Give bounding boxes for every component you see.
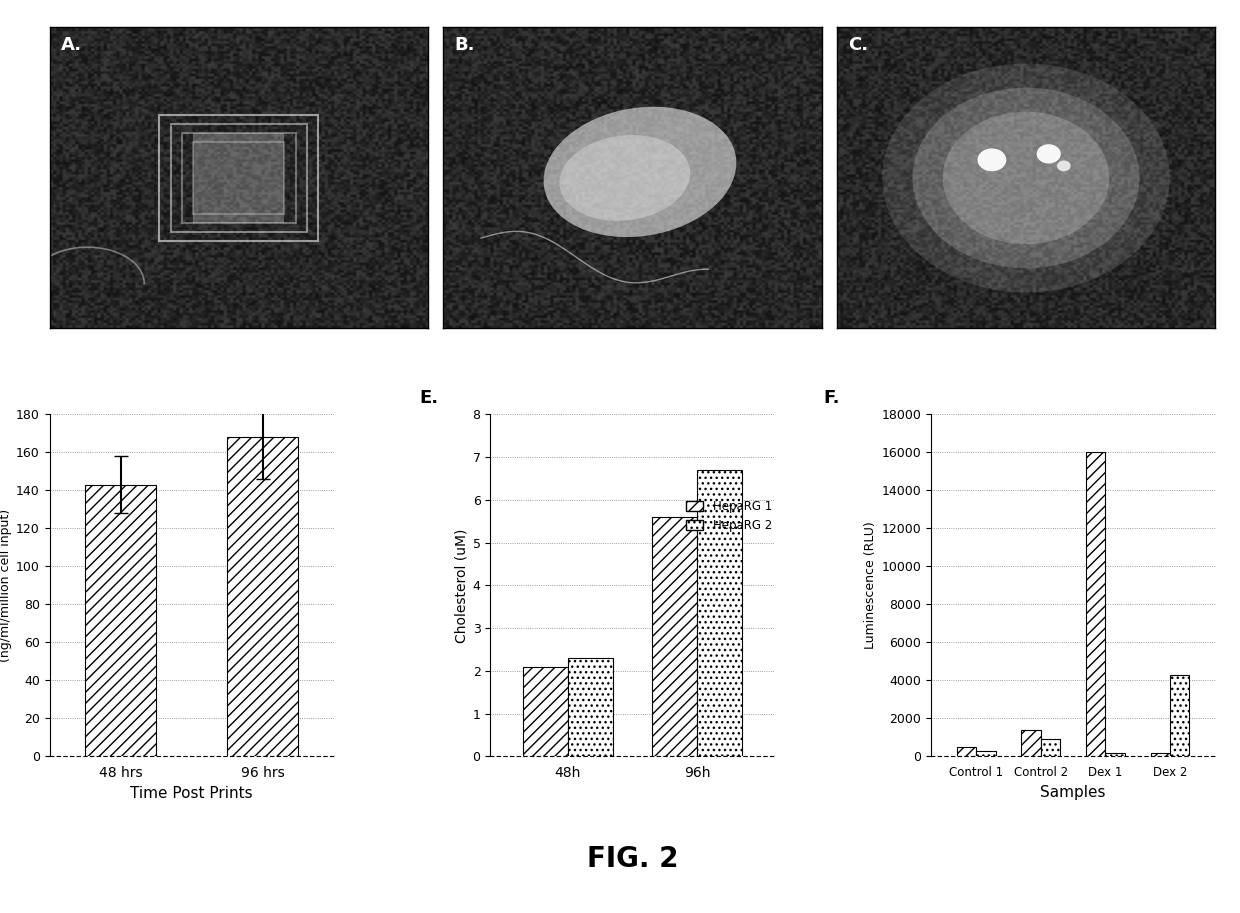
Ellipse shape — [559, 135, 691, 221]
Bar — [171, 124, 308, 232]
Bar — [160, 115, 319, 241]
Bar — [652, 517, 697, 757]
Bar — [193, 132, 284, 223]
Legend: HepaRG 1, HepaRG 2: HepaRG 1, HepaRG 2 — [681, 496, 776, 537]
Text: B.: B. — [455, 37, 475, 55]
Circle shape — [1037, 144, 1060, 163]
Bar — [976, 750, 996, 757]
Text: E.: E. — [419, 390, 438, 407]
Text: FIG. 2: FIG. 2 — [587, 845, 678, 874]
Text: F.: F. — [823, 390, 839, 407]
Circle shape — [977, 149, 1007, 172]
Bar — [1171, 675, 1189, 757]
Bar — [522, 666, 568, 757]
Bar — [697, 470, 743, 757]
Bar — [227, 437, 299, 757]
Text: A.: A. — [61, 37, 82, 55]
Bar — [957, 747, 976, 757]
Circle shape — [882, 64, 1169, 292]
Ellipse shape — [543, 107, 737, 237]
X-axis label: Time Post Prints: Time Post Prints — [130, 786, 253, 801]
Bar — [1151, 752, 1171, 757]
Bar — [1086, 452, 1105, 757]
Circle shape — [1056, 161, 1070, 172]
Bar — [193, 142, 284, 214]
Circle shape — [942, 111, 1110, 244]
Y-axis label: Albumin Production
(ng/ml/million cell input): Albumin Production (ng/ml/million cell i… — [0, 509, 12, 662]
Bar — [1105, 752, 1125, 757]
Bar — [1022, 729, 1040, 757]
Bar — [86, 485, 156, 757]
X-axis label: Samples: Samples — [1040, 785, 1106, 800]
Circle shape — [913, 88, 1140, 268]
Y-axis label: Cholesterol (uM): Cholesterol (uM) — [454, 529, 469, 643]
Bar — [1040, 740, 1060, 757]
Bar — [182, 132, 295, 223]
Y-axis label: Luminescence (RLU): Luminescence (RLU) — [864, 521, 877, 649]
Bar — [568, 658, 613, 757]
Text: C.: C. — [848, 37, 868, 55]
